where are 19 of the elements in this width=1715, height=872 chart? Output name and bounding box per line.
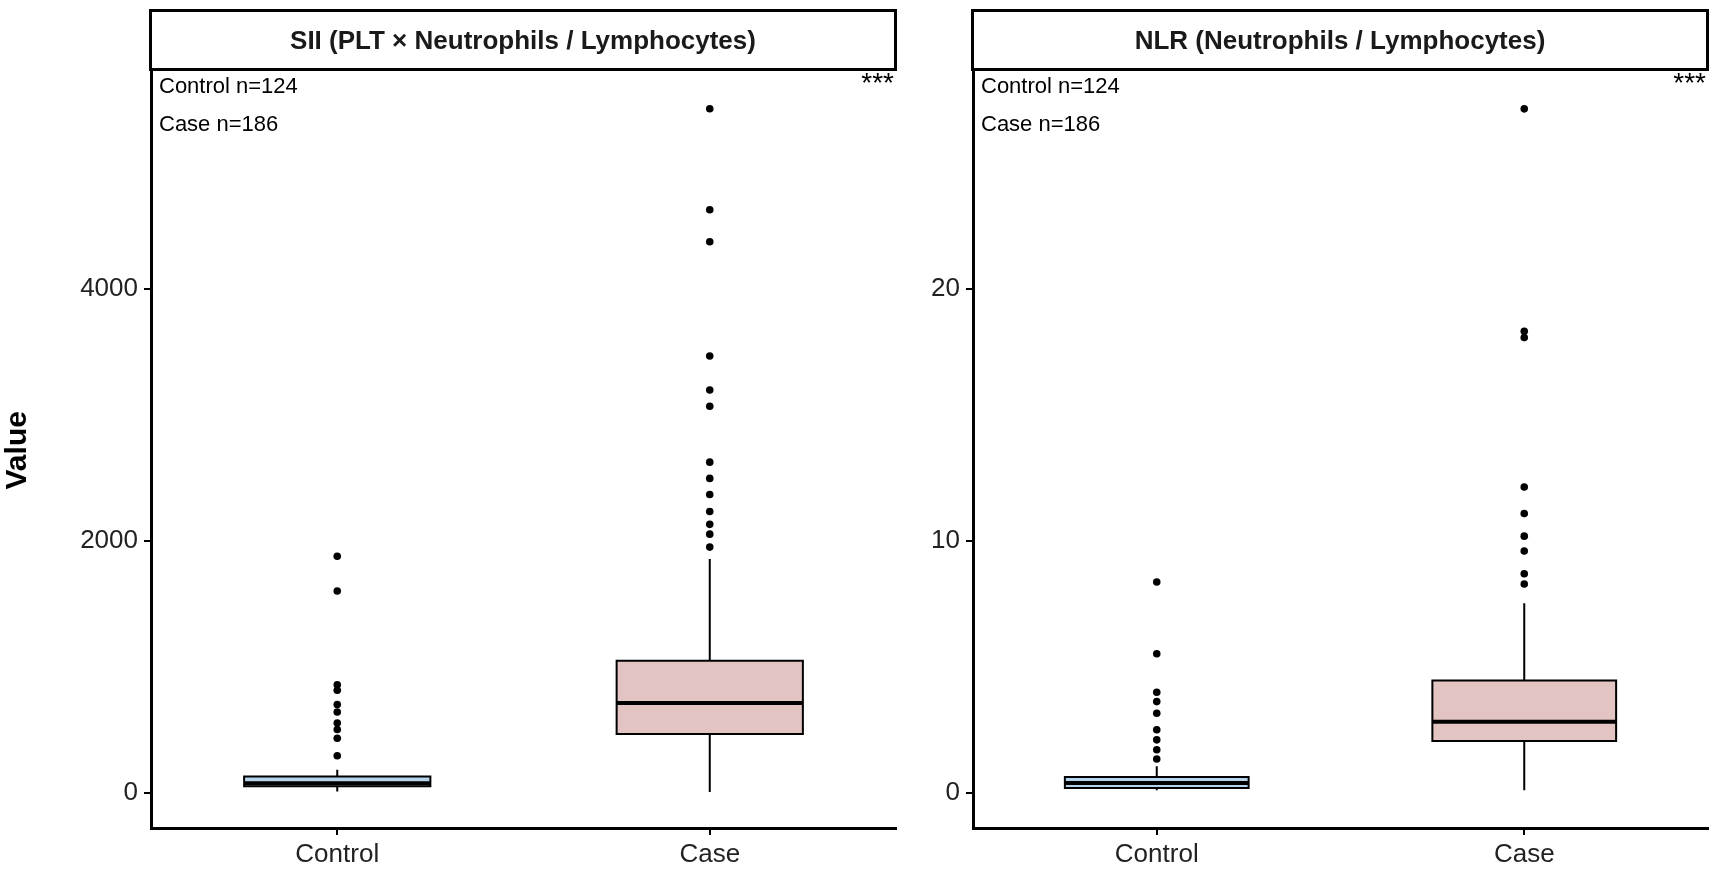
y-tick-label: 0 xyxy=(945,775,960,806)
chart-title: NLR (Neutrophils / Lymphocytes) xyxy=(1134,24,1546,55)
x-tick-label: Case xyxy=(679,837,741,868)
y-tick-label: 0 xyxy=(123,775,138,806)
x-tick-label: Case xyxy=(1493,837,1555,868)
y-tick-label: 4000 xyxy=(80,272,138,303)
y-tick-label: 20 xyxy=(931,272,960,303)
annotation: *** xyxy=(861,67,895,99)
y-tick-label: 2000 xyxy=(80,524,138,555)
x-tick-label: Control xyxy=(1114,837,1199,868)
annotation: *** xyxy=(1673,67,1707,99)
annotation: Control n=124 xyxy=(981,72,1120,98)
x-tick-label: Control xyxy=(295,837,380,868)
chart-title: SII (PLT × Neutrophils / Lymphocytes) xyxy=(290,24,756,55)
annotation: Case n=186 xyxy=(981,110,1101,136)
y-tick-label: 10 xyxy=(931,524,960,555)
annotation: Control n=124 xyxy=(159,72,298,98)
y-axis-title: Value xyxy=(0,411,33,490)
annotation: Case n=186 xyxy=(159,110,279,136)
